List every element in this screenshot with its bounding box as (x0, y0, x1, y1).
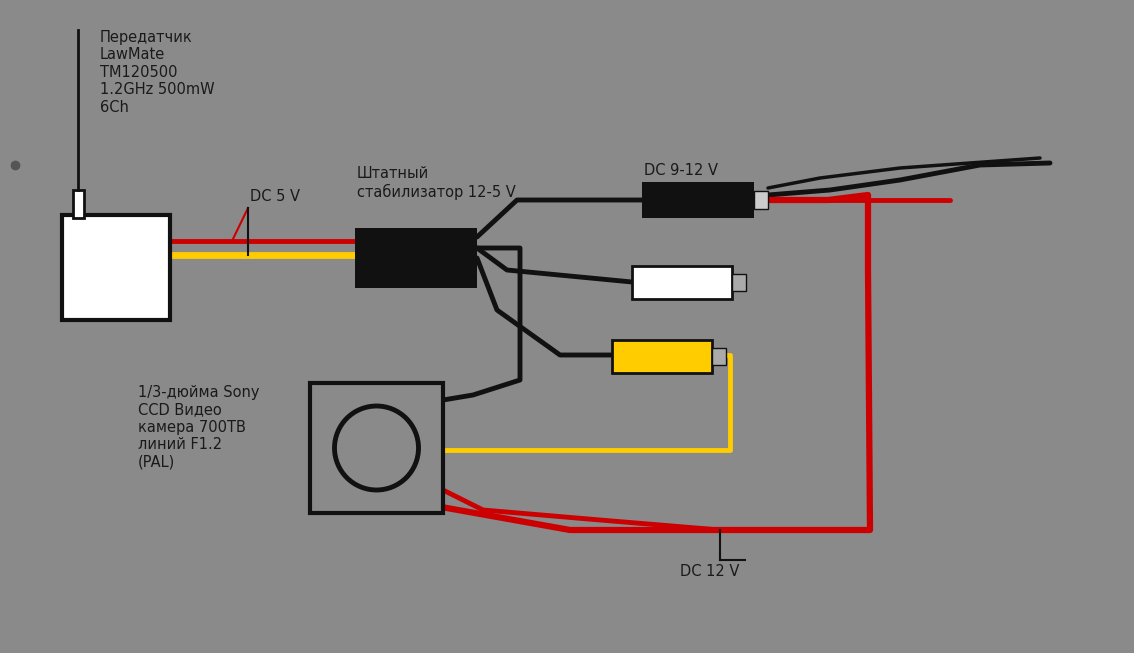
Bar (355, 228, 477, 288)
Text: DC 9-12 V: DC 9-12 V (644, 163, 718, 178)
Bar (712, 348, 726, 365)
Text: DC 12 V: DC 12 V (680, 564, 739, 579)
Bar (642, 182, 754, 218)
Bar (754, 191, 768, 209)
Text: DC 5 V: DC 5 V (249, 189, 301, 204)
Bar (73, 190, 84, 218)
Bar (733, 274, 746, 291)
Circle shape (335, 406, 418, 490)
Text: 1/3-дюйма Sony
CCD Видео
камера 700ТВ
линий F1.2
(PAL): 1/3-дюйма Sony CCD Видео камера 700ТВ ли… (138, 385, 260, 470)
Bar (62, 215, 170, 320)
Text: Передатчик
LawMate
TM120500
1.2GHz 500mW
6Ch: Передатчик LawMate TM120500 1.2GHz 500mW… (100, 30, 214, 114)
Bar (612, 340, 712, 373)
Text: Штатный
стабилизатор 12-5 V: Штатный стабилизатор 12-5 V (357, 167, 516, 200)
Bar (310, 383, 443, 513)
Bar (632, 266, 733, 299)
